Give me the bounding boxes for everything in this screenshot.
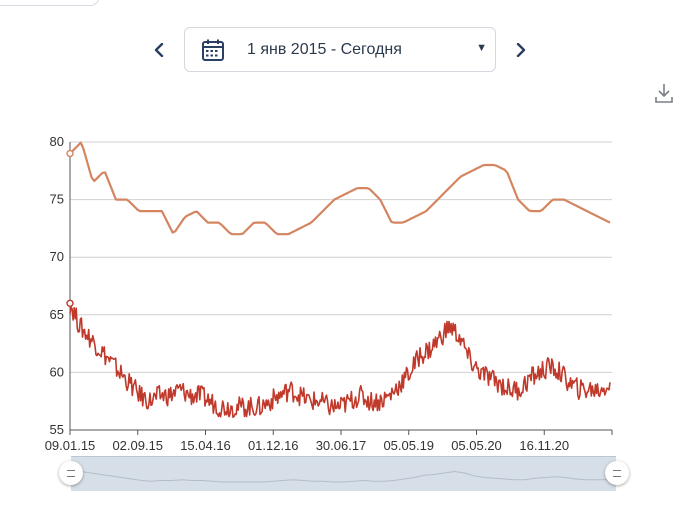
chevron-right-icon <box>516 43 526 57</box>
y-tick-label: 80 <box>50 134 64 149</box>
navigator-minimap <box>70 468 617 483</box>
next-period-button[interactable] <box>510 38 532 62</box>
x-tick-label: 01.12.16 <box>248 438 299 453</box>
x-axis: 09.01.15 02.09.15 15.04.16 01.12.16 30.06.17… <box>45 430 613 453</box>
x-tick-label: 16.11.20 <box>519 438 569 453</box>
y-axis-ticks: 55 60 65 70 75 80 <box>50 134 64 437</box>
y-tick-label: 55 <box>50 422 64 437</box>
download-button[interactable] <box>654 82 674 104</box>
date-range-label: 1 янв 2015 - Сегодня <box>247 41 402 58</box>
date-range-select[interactable]: 1 янв 2015 - Сегодня ▼ <box>184 27 496 72</box>
dropdown-caret-icon: ▼ <box>476 42 487 54</box>
calendar-icon <box>202 39 224 61</box>
x-tick-label: 09.01.15 <box>45 438 96 453</box>
navigator-scrollbar[interactable] <box>70 456 617 491</box>
download-icon <box>655 84 673 103</box>
x-tick-label: 05.05.20 <box>451 438 502 453</box>
chart-grid <box>69 141 612 431</box>
y-tick-label: 70 <box>50 249 64 264</box>
navigator-left-handle[interactable] <box>59 461 83 485</box>
y-tick-label: 75 <box>50 192 64 207</box>
series-start-marker <box>66 299 74 307</box>
minimap-series-line <box>70 468 617 483</box>
series-start-marker <box>66 149 74 158</box>
grip-icon <box>613 469 621 477</box>
x-tick-label: 15.04.16 <box>180 438 231 453</box>
x-tick-label: 05.05.19 <box>383 438 434 453</box>
grip-icon <box>67 469 75 477</box>
navigator-right-handle[interactable] <box>605 461 629 485</box>
chevron-left-icon <box>154 43 164 57</box>
x-tick-label: 02.09.15 <box>112 438 163 453</box>
prev-period-button[interactable] <box>148 38 170 62</box>
y-tick-label: 60 <box>50 364 64 379</box>
y-tick-label: 65 <box>50 307 64 322</box>
x-tick-label: 30.06.17 <box>316 438 367 453</box>
series-layer <box>66 141 611 419</box>
series-line <box>69 141 611 236</box>
series-line <box>69 306 611 419</box>
